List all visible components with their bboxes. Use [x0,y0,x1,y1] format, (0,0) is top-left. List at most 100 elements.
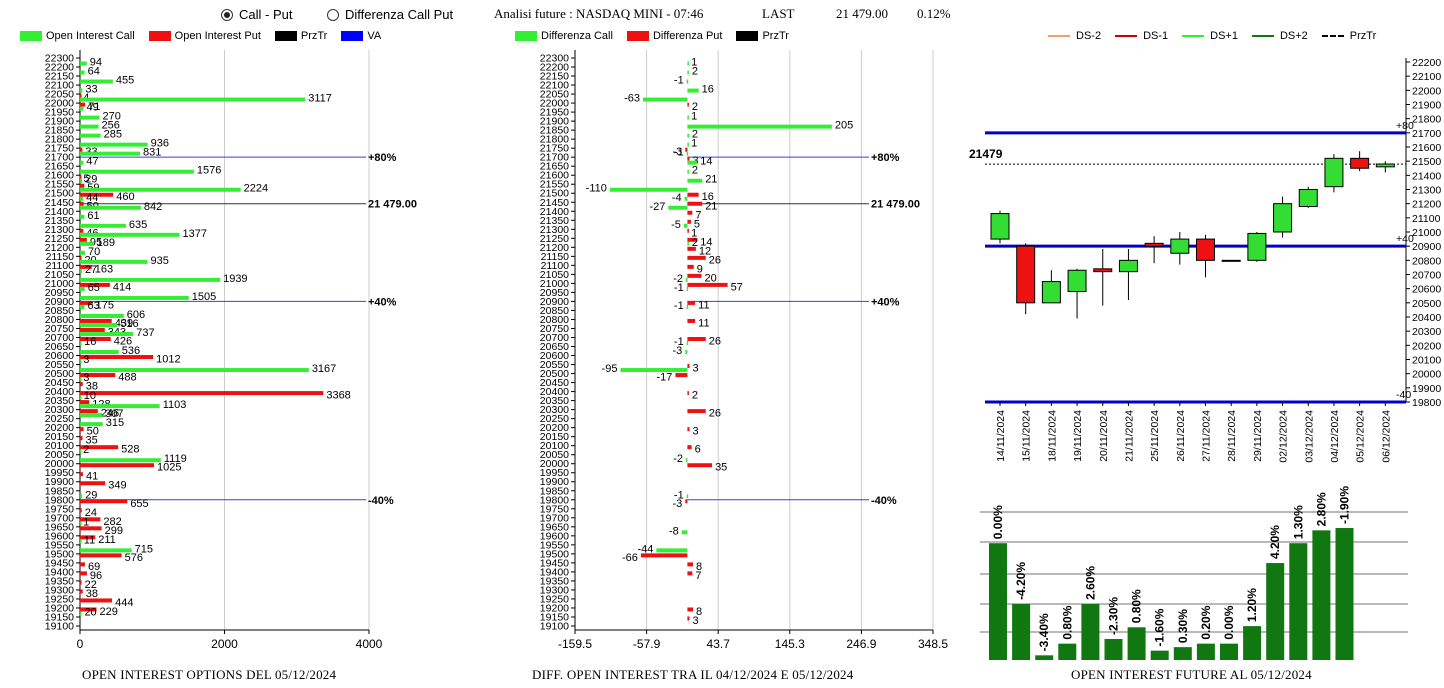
y-tick-label: 21150 [541,251,570,263]
y-tick-label: 20500 [1412,298,1441,310]
call-bar-label: 455 [116,75,134,87]
y-tick-label: 21450 [45,197,74,209]
call-bar-label: 47 [86,156,98,168]
legend-diff-call: Differenza Call [541,30,613,42]
put-bar-label: 175 [96,299,114,311]
call-bar [80,494,83,499]
call-bar [80,151,141,156]
y-tick-label: 20600 [1412,284,1441,296]
put-bar-label: 11 [698,299,709,311]
y-tick-label: 19800 [540,494,569,506]
call-bar [80,539,82,544]
put-bar-label: 2 [692,390,698,402]
x-tick-label: 03/12/2024 [1303,410,1315,463]
oi-bar-label: 0.20% [1199,605,1213,639]
y-tick-label: 21200 [1412,199,1441,211]
call-bar [681,530,688,535]
call-bar-label: -2 [673,453,683,465]
y-tick-label: 20900 [1412,241,1441,253]
y-tick-label: 21000 [1412,227,1441,239]
call-bar-label: -1 [674,336,684,348]
call-bar-label: -95 [602,363,618,375]
call-bar-label: 256 [101,120,119,132]
put-bar-label: 7 [695,209,701,221]
put-bar [687,273,702,278]
put-bar-label: 71 [88,101,100,113]
radio-differenza[interactable]: Differenza Call Put [327,7,453,22]
y-tick-label: 20700 [540,332,569,344]
radio-selected-icon[interactable] [221,8,233,21]
call-bar-label: 21 [705,174,717,186]
call-bar [656,548,688,553]
y-tick-label: 20400 [45,386,74,398]
call-bar-label: -1 [674,489,684,501]
call-bar [80,106,84,111]
oi-bar [1243,626,1262,660]
put-bar-label: 1 [691,227,697,239]
future-oi-bar-chart: 0.00% -4.20% -3.40% 0.80% 2.60% -2.30% 0.80% -1… [980,486,1408,660]
x-tick-label: 26/11/2024 [1175,410,1187,462]
x-tick-label: 348.5 [918,637,948,651]
call-bar-label: 2 [692,129,698,141]
put-bar [80,192,114,197]
y-tick-label: 20650 [540,341,569,353]
call-bar [80,404,160,409]
call-bar-label: 1939 [223,273,247,285]
call-bar [80,350,119,355]
put-bar-label: 3 [693,615,699,627]
put-bar-label: 38 [86,588,98,600]
y-tick-label: 21600 [45,170,74,182]
y-tick-label: 21200 [540,242,569,254]
put-bar [80,282,110,287]
put-bar-label: 460 [116,191,134,203]
call-bar [686,494,689,499]
call-bar-label: 1 [691,111,697,123]
legend-diff-prztr: PrzTr [762,30,789,42]
y-tick-label: 19150 [45,611,74,623]
y-tick-label: 21800 [540,134,569,146]
x-tick-label: 0 [77,637,84,651]
y-tick-label: 20300 [540,404,569,416]
put-bar-label: 211 [98,534,116,546]
y-tick-label: 19300 [45,584,74,596]
radio-call-put[interactable]: Call - Put [221,7,292,22]
put-bar [80,598,113,603]
ref-line-label: +40 [1396,233,1414,245]
oi-bar [1127,627,1146,660]
candle-body [1170,238,1190,254]
call-bar [687,241,689,246]
call-bar [80,205,141,210]
y-tick-label: 19100 [45,621,74,633]
y-tick-label: 21150 [46,251,75,263]
call-bar [80,341,82,346]
oi-bar [1150,650,1169,660]
call-bar-label: 44 [86,192,98,204]
call-bar [80,142,148,147]
y-tick-label: 20750 [45,323,74,335]
call-bar [80,133,101,138]
call-bar-label: 29 [85,489,97,501]
put-bar [685,147,688,152]
put-bar-label: 439 [115,317,133,329]
change-value: 0.12% [917,6,951,21]
call-bar-label: 2 [692,165,698,177]
call-bar-label: -1 [674,75,684,87]
call-bar-label: 2 [692,237,698,249]
legend-swatch-dsp2 [1251,35,1274,37]
y-tick-label: 19950 [45,467,74,479]
legend-future: DS-2 DS-1 DS+1 DS+2 PrzTr [1048,30,1390,42]
put-bar [80,580,82,585]
call-bar-label: 1505 [192,291,216,303]
call-bar [80,250,86,255]
oi-bar-label: 0.00% [1222,605,1236,639]
y-tick-label: 20950 [45,287,74,299]
oi-bar-label: -4.20% [1014,562,1028,600]
put-bar-label: 163 [95,263,113,275]
radio-unselected-icon[interactable] [327,8,339,21]
oi-bar [1058,643,1077,660]
x-tick-label: 246.9 [846,637,876,651]
x-tick-label: 06/12/2024 [1380,410,1392,463]
call-bar [80,548,132,553]
candle-body [1016,245,1036,304]
call-bar-label: 3117 [308,93,332,105]
